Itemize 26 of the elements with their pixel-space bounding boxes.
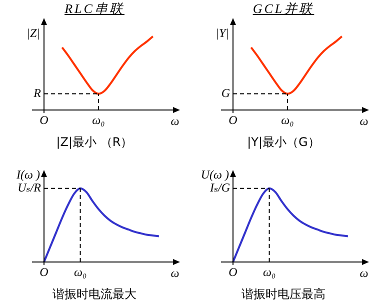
text: |Y|最小（G） [247,135,320,149]
chart-title: RLC串联 [64,0,124,18]
y-axis-title: U(ω ) [200,167,229,182]
x-axis-title: ω [360,266,368,280]
x-tick-label: ω₀ [262,264,276,279]
ref-line-label: Uₛ/R [18,180,42,194]
x-axis-title: ω [360,114,368,128]
ref-line-label: G [221,86,230,100]
ref-line-label: R [32,86,42,100]
x-tick-label: O [40,264,49,279]
x-tick-label: O [228,264,238,279]
x-tick-label: ω₀ [281,113,294,128]
x-tick-label: ω₀ [74,264,87,279]
x-tick-label: O [228,113,238,128]
ref-line-label: Iₛ/G [208,180,230,194]
text: 谐振时电流最大 [52,286,136,300]
x-axis-title: ω [170,114,180,128]
x-tick-label: O [40,113,49,128]
y-axis-title: |Z| [26,26,40,40]
text: 谐振时电压最高 [242,286,326,300]
x-tick-label: ω₀ [92,113,105,128]
text: |Z|最小 （R） [56,135,133,149]
y-axis-title: I(ω ) [16,167,40,182]
x-axis-title: ω [170,266,180,280]
y-axis-title: |Y| [216,26,229,40]
chart-title: GCL并联 [252,0,314,18]
